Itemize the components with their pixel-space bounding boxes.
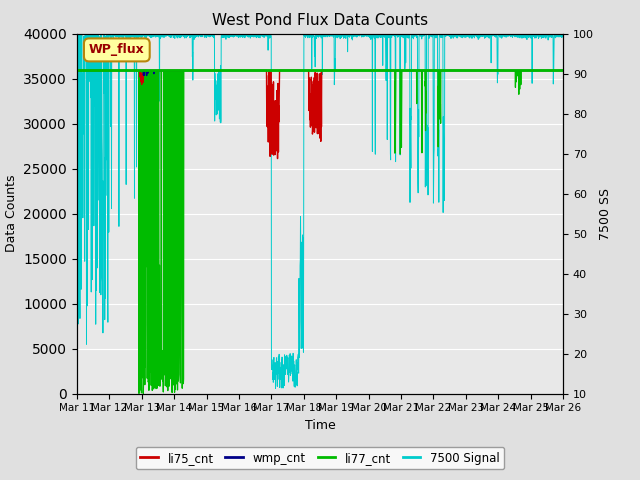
Legend: li75_cnt, wmp_cnt, li77_cnt, 7500 Signal: li75_cnt, wmp_cnt, li77_cnt, 7500 Signal	[136, 447, 504, 469]
Text: WP_flux: WP_flux	[89, 43, 145, 56]
Title: West Pond Flux Data Counts: West Pond Flux Data Counts	[212, 13, 428, 28]
X-axis label: Time: Time	[305, 419, 335, 432]
Y-axis label: 7500 SS: 7500 SS	[600, 188, 612, 240]
Y-axis label: Data Counts: Data Counts	[4, 175, 18, 252]
